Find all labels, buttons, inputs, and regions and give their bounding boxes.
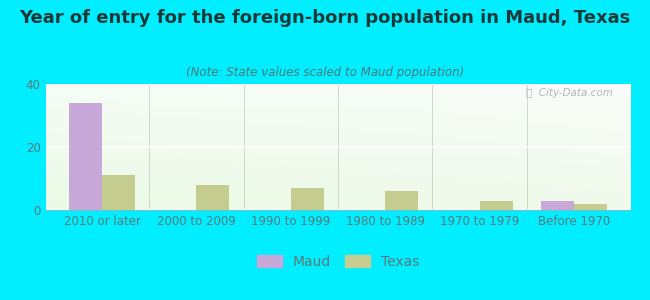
Legend: Maud, Texas: Maud, Texas <box>257 255 419 268</box>
Text: Year of entry for the foreign-born population in Maud, Texas: Year of entry for the foreign-born popul… <box>20 9 630 27</box>
Bar <box>480 200 513 210</box>
Bar <box>291 188 324 210</box>
Bar <box>196 185 229 210</box>
Bar <box>102 175 135 210</box>
Bar <box>574 204 607 210</box>
Bar <box>541 200 574 210</box>
Text: (Note: State values scaled to Maud population): (Note: State values scaled to Maud popul… <box>186 66 464 79</box>
Text: ⓘ  City-Data.com: ⓘ City-Data.com <box>526 88 613 98</box>
Bar <box>69 103 102 210</box>
Bar <box>385 191 418 210</box>
